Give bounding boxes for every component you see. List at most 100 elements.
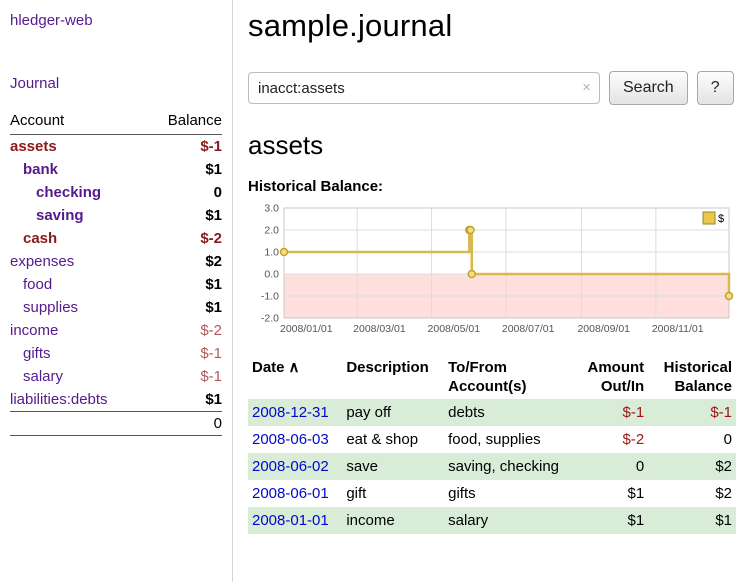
account-link[interactable]: gifts: [23, 345, 51, 362]
search-button[interactable]: Search: [609, 71, 688, 105]
main-content: sample.journal × Search ? assets Histori…: [234, 0, 742, 534]
account-balance: $2: [205, 253, 222, 270]
transaction-date-link[interactable]: 2008-01-01: [252, 511, 329, 529]
transaction-balance: $1: [715, 511, 732, 529]
register-header-row: Date ∧ Description To/From Account(s) Amo…: [248, 357, 736, 399]
transaction-date-link[interactable]: 2008-06-02: [252, 457, 329, 475]
accounts-total-row: 0: [10, 411, 222, 436]
account-link[interactable]: expenses: [10, 253, 75, 270]
svg-text:2008/03/01: 2008/03/01: [353, 323, 406, 335]
register-row: 2008-06-02 save saving, checking 0 $2: [248, 452, 736, 480]
search-bar: × Search ?: [248, 71, 736, 105]
account-balance: $1: [205, 161, 222, 178]
transaction-date-link[interactable]: 2008-06-01: [252, 484, 329, 502]
transaction-description: pay off: [346, 403, 392, 421]
register-row: 2008-12-31 pay off debts $-1 $-1: [248, 398, 736, 426]
account-link[interactable]: supplies: [23, 299, 79, 316]
account-row: food $1: [10, 273, 222, 296]
transaction-accounts: gifts: [448, 484, 476, 502]
register-header-date[interactable]: Date ∧: [252, 359, 300, 376]
account-link[interactable]: food: [23, 276, 53, 293]
account-link[interactable]: assets: [10, 138, 57, 155]
sidebar: hledger-web Journal Account Balance asse…: [0, 0, 233, 582]
help-button[interactable]: ?: [696, 71, 734, 105]
accounts-header-account: Account: [10, 110, 147, 135]
register-row: 2008-01-01 income salary $1 $1: [248, 506, 736, 534]
account-balance: $1: [205, 391, 222, 408]
register-header-amount: Amount Out/In: [587, 359, 645, 395]
transaction-description: eat & shop: [346, 430, 419, 448]
svg-text:$: $: [718, 213, 724, 225]
transaction-amount: $-2: [622, 430, 645, 448]
register-table: Date ∧ Description To/From Account(s) Amo…: [248, 357, 736, 534]
search-input[interactable]: [248, 72, 600, 104]
account-row: salary $-1: [10, 365, 222, 388]
account-balance: $1: [205, 299, 222, 316]
account-row: bank $1: [10, 158, 222, 181]
svg-text:2008/05/01: 2008/05/01: [428, 323, 481, 335]
transaction-description: income: [346, 511, 395, 529]
account-link[interactable]: salary: [23, 368, 64, 385]
accounts-header-balance: Balance: [146, 110, 222, 135]
clear-search-icon[interactable]: ×: [582, 79, 591, 96]
svg-text:2008/01/01: 2008/01/01: [280, 323, 333, 335]
accounts-table: Account Balance assets $-1 bank $1 checking 0…: [10, 110, 222, 436]
sort-ascending-icon[interactable]: ∧: [288, 359, 300, 376]
transaction-accounts: salary: [448, 511, 489, 529]
account-row: gifts $-1: [10, 342, 222, 365]
transaction-balance: 0: [723, 430, 732, 448]
account-link[interactable]: liabilities:debts: [10, 391, 108, 408]
accounts-total-value: 0: [146, 411, 222, 436]
account-balance: $-1: [200, 368, 222, 385]
svg-text:2008/07/01: 2008/07/01: [502, 323, 555, 335]
account-balance: $1: [205, 207, 222, 224]
transaction-accounts: debts: [448, 403, 485, 421]
transaction-balance: $2: [715, 484, 732, 502]
account-row: income $-2: [10, 319, 222, 342]
transaction-date-link[interactable]: 2008-12-31: [252, 403, 329, 421]
transaction-accounts: saving, checking: [448, 457, 560, 475]
transaction-amount: $1: [627, 511, 645, 529]
account-link[interactable]: cash: [23, 230, 58, 247]
transaction-description: save: [346, 457, 378, 475]
svg-text:2008/09/01: 2008/09/01: [577, 323, 630, 335]
account-link[interactable]: checking: [36, 184, 102, 201]
account-row: saving $1: [10, 204, 222, 227]
nav-journal-link[interactable]: Journal: [10, 75, 60, 92]
transaction-balance: $2: [715, 457, 732, 475]
transaction-balance: $-1: [710, 403, 732, 421]
accounts-header-row: Account Balance: [10, 110, 222, 135]
svg-text:2.0: 2.0: [264, 225, 279, 237]
account-row: assets $-1: [10, 135, 222, 159]
account-balance: 0: [213, 184, 222, 201]
transaction-amount: 0: [635, 457, 645, 475]
account-balance: $-1: [200, 138, 222, 155]
svg-text:0.0: 0.0: [264, 269, 279, 281]
account-balance: $-2: [200, 322, 222, 339]
svg-text:2008/11/01: 2008/11/01: [652, 323, 704, 335]
account-link[interactable]: saving: [36, 207, 84, 224]
account-row: supplies $1: [10, 296, 222, 319]
account-heading: assets: [248, 130, 324, 160]
account-link[interactable]: income: [10, 322, 59, 339]
register-header-balance: Historical Balance: [663, 359, 732, 395]
search-box: ×: [248, 72, 600, 104]
page-title: sample.journal: [248, 8, 453, 43]
account-row: liabilities:debts $1: [10, 388, 222, 412]
register-header-description: Description: [346, 359, 429, 376]
transaction-amount: $1: [627, 484, 645, 502]
transaction-amount: $-1: [622, 403, 645, 421]
register-row: 2008-06-01 gift gifts $1 $2: [248, 480, 736, 507]
svg-text:-2.0: -2.0: [261, 313, 279, 325]
svg-text:-1.0: -1.0: [261, 291, 279, 303]
chart-title: Historical Balance:: [248, 178, 384, 195]
svg-text:3.0: 3.0: [264, 203, 279, 215]
brand-link[interactable]: hledger-web: [10, 12, 93, 29]
account-balance: $-2: [200, 230, 222, 247]
transaction-date-link[interactable]: 2008-06-03: [252, 430, 329, 448]
account-balance: $-1: [200, 345, 222, 362]
account-link[interactable]: bank: [23, 161, 59, 178]
svg-text:1.0: 1.0: [264, 247, 279, 259]
account-row: cash $-2: [10, 227, 222, 250]
